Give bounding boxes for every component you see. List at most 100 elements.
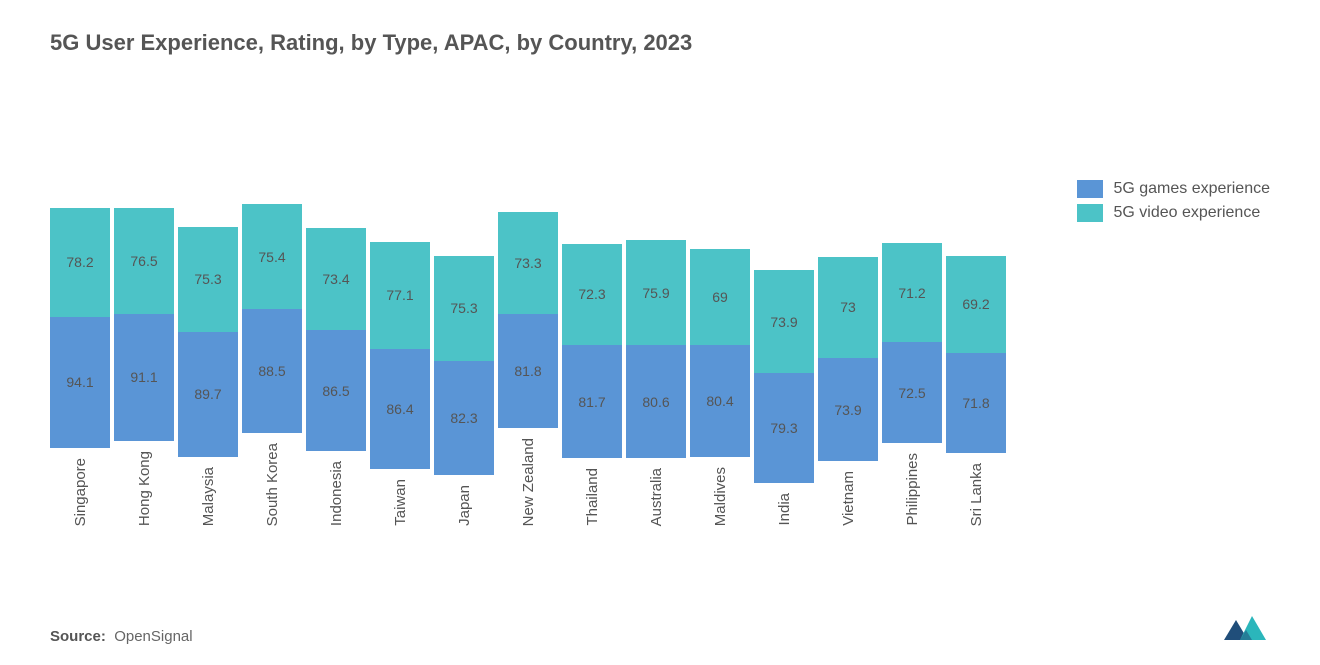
category-label: Sri Lanka xyxy=(968,463,985,526)
bar-column: 71.8 69.2 Sri Lanka xyxy=(946,256,1006,526)
bar-column: 91.1 76.5 Hong Kong xyxy=(114,208,174,527)
value-label-games: 89.7 xyxy=(194,386,221,402)
value-label-games: 88.5 xyxy=(258,363,285,379)
value-label-games: 73.9 xyxy=(834,402,861,418)
value-label-video: 69 xyxy=(712,289,728,305)
category-label: Singapore xyxy=(72,458,89,526)
brand-logo xyxy=(1222,612,1270,647)
segment-video: 75.3 xyxy=(178,227,238,332)
segment-video: 76.5 xyxy=(114,208,174,315)
category-label: Hong Kong xyxy=(136,451,153,526)
bar-stack: 91.1 76.5 xyxy=(114,208,174,441)
segment-video: 73.3 xyxy=(498,212,558,314)
bar-column: 82.3 75.3 Japan xyxy=(434,256,494,526)
segment-games: 91.1 xyxy=(114,314,174,441)
category-label: Malaysia xyxy=(200,467,217,526)
value-label-video: 75.3 xyxy=(194,271,221,287)
segment-video: 73 xyxy=(818,257,878,359)
value-label-video: 75.4 xyxy=(258,249,285,265)
bar-column: 73.9 73 Vietnam xyxy=(818,257,878,526)
segment-video: 72.3 xyxy=(562,244,622,345)
bar-stack: 72.5 71.2 xyxy=(882,243,942,443)
category-label: Australia xyxy=(648,468,665,526)
legend-label: 5G video experience xyxy=(1113,204,1260,222)
bar-column: 94.178.2 Singapore xyxy=(50,208,110,526)
source-value: OpenSignal xyxy=(114,628,192,645)
value-label-video: 76.5 xyxy=(130,253,157,269)
value-label-video: 71.2 xyxy=(898,285,925,301)
value-label-games: 91.1 xyxy=(130,369,157,385)
source-line: Source: OpenSignal xyxy=(50,628,193,645)
legend-swatch xyxy=(1077,180,1103,198)
category-label: Vietnam xyxy=(840,471,857,526)
value-label-games: 81.7 xyxy=(578,394,605,410)
segment-video: 73.9 xyxy=(754,270,814,373)
category-label: Indonesia xyxy=(328,461,345,526)
value-label-video: 75.3 xyxy=(450,300,477,316)
bar-stack: 88.5 75.4 xyxy=(242,204,302,432)
bar-stack: 73.9 73 xyxy=(818,257,878,462)
bar-stack: 82.3 75.3 xyxy=(434,256,494,476)
legend-item: 5G video experience xyxy=(1077,204,1270,222)
legend-swatch xyxy=(1077,204,1103,222)
legend-item: 5G games experience xyxy=(1077,180,1270,198)
bar-stack: 86.5 73.4 xyxy=(306,228,366,451)
bar-stack: 94.178.2 xyxy=(50,208,110,448)
bar-column: 86.5 73.4 Indonesia xyxy=(306,228,366,526)
segment-video: 78.2 xyxy=(50,208,110,317)
value-label-video: 77.1 xyxy=(386,287,413,303)
segment-video: 73.4 xyxy=(306,228,366,330)
bar-column: 89.7 75.3 Malaysia xyxy=(178,227,238,526)
bar-column: 81.772.3Thailand xyxy=(562,244,622,526)
bar-stack: 71.8 69.2 xyxy=(946,256,1006,452)
value-label-video: 69.2 xyxy=(962,296,989,312)
category-label: Philippines xyxy=(904,453,921,526)
category-label: Maldives xyxy=(712,467,729,526)
segment-games: 73.9 xyxy=(818,358,878,461)
segment-video: 77.1 xyxy=(370,242,430,349)
value-label-games: 82.3 xyxy=(450,410,477,426)
bar-column: 80.4 69 Maldives xyxy=(690,249,750,526)
segment-games: 81.8 xyxy=(498,314,558,428)
bar-column: 72.5 71.2 Philippines xyxy=(882,243,942,526)
bar-stack: 80.4 69 xyxy=(690,249,750,457)
segment-games: 71.8 xyxy=(946,353,1006,453)
segment-video: 75.3 xyxy=(434,256,494,361)
bar-column: 81.8 73.3 New Zealand xyxy=(498,212,558,526)
segment-games: 79.3 xyxy=(754,373,814,483)
value-label-games: 71.8 xyxy=(962,395,989,411)
segment-video: 75.9 xyxy=(626,240,686,346)
segment-games: 80.4 xyxy=(690,345,750,457)
segment-games: 94.1 xyxy=(50,317,110,448)
segment-games: 88.5 xyxy=(242,309,302,432)
segment-video: 69 xyxy=(690,249,750,345)
value-label-games: 86.5 xyxy=(322,383,349,399)
category-label: Taiwan xyxy=(392,479,409,526)
segment-games: 86.4 xyxy=(370,349,430,469)
segment-games: 89.7 xyxy=(178,332,238,457)
value-label-video: 75.9 xyxy=(642,285,669,301)
category-label: Japan xyxy=(456,485,473,526)
bar-stack: 80.6 75.9 xyxy=(626,240,686,458)
segment-games: 80.6 xyxy=(626,345,686,457)
segment-video: 71.2 xyxy=(882,243,942,342)
chart-container: 5G User Experience, Rating, by Type, APA… xyxy=(0,0,1320,665)
value-label-video: 73.4 xyxy=(322,271,349,287)
segment-video: 75.4 xyxy=(242,204,302,309)
legend-label: 5G games experience xyxy=(1113,180,1270,198)
value-label-games: 79.3 xyxy=(770,420,797,436)
bar-stack: 79.3 73.9 xyxy=(754,270,814,483)
value-label-video: 72.3 xyxy=(578,286,605,302)
category-label: New Zealand xyxy=(520,438,537,526)
value-label-games: 80.4 xyxy=(706,393,733,409)
segment-games: 72.5 xyxy=(882,342,942,443)
bar-stack: 89.7 75.3 xyxy=(178,227,238,457)
value-label-video: 73.3 xyxy=(514,255,541,271)
value-label-games: 80.6 xyxy=(642,394,669,410)
segment-video: 69.2 xyxy=(946,256,1006,352)
value-label-video: 73 xyxy=(840,299,856,315)
bar-stack: 81.7 72.3 xyxy=(562,244,622,459)
segment-games: 81.7 xyxy=(562,345,622,459)
segment-games: 86.5 xyxy=(306,330,366,450)
segment-games: 82.3 xyxy=(434,361,494,476)
